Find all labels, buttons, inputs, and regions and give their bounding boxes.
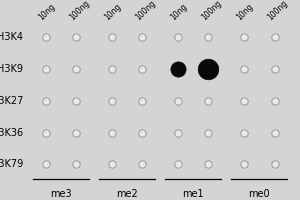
Point: [140, 36, 145, 39]
Point: [242, 68, 247, 71]
Point: [74, 131, 79, 134]
Point: [44, 163, 48, 166]
Point: [74, 99, 79, 103]
Text: me1: me1: [182, 189, 204, 199]
Point: [44, 99, 48, 103]
Text: H3K4: H3K4: [0, 32, 23, 42]
Text: H3K9: H3K9: [0, 64, 23, 74]
Point: [272, 163, 277, 166]
Point: [206, 68, 211, 71]
Point: [140, 68, 145, 71]
Point: [44, 68, 48, 71]
Point: [74, 68, 79, 71]
Text: me0: me0: [248, 189, 270, 199]
Point: [272, 99, 277, 103]
Text: H3K79: H3K79: [0, 159, 23, 169]
Point: [140, 163, 145, 166]
Point: [206, 131, 211, 134]
Text: 10ng: 10ng: [169, 2, 189, 22]
Text: 100ng: 100ng: [68, 0, 91, 22]
Point: [206, 36, 211, 39]
Text: me3: me3: [50, 189, 72, 199]
Text: me2: me2: [116, 189, 138, 199]
Text: 10ng: 10ng: [103, 2, 123, 22]
Text: 100ng: 100ng: [134, 0, 157, 22]
Point: [140, 99, 145, 103]
Point: [44, 131, 48, 134]
Text: 100ng: 100ng: [266, 0, 289, 22]
Point: [242, 36, 247, 39]
Text: 100ng: 100ng: [200, 0, 223, 22]
Point: [74, 36, 79, 39]
Point: [140, 131, 145, 134]
Point: [110, 131, 114, 134]
Text: 10ng: 10ng: [37, 2, 57, 22]
Point: [44, 36, 48, 39]
Point: [242, 131, 247, 134]
Point: [176, 131, 180, 134]
Point: [176, 68, 180, 71]
Point: [74, 163, 79, 166]
Point: [110, 68, 114, 71]
Point: [176, 163, 180, 166]
Point: [272, 131, 277, 134]
Point: [206, 99, 211, 103]
Point: [110, 36, 114, 39]
Text: H3K36: H3K36: [0, 128, 23, 138]
Point: [176, 36, 180, 39]
Point: [272, 36, 277, 39]
Point: [176, 99, 180, 103]
Point: [272, 68, 277, 71]
Point: [110, 163, 114, 166]
Point: [206, 163, 211, 166]
Text: 10ng: 10ng: [235, 2, 255, 22]
Point: [242, 163, 247, 166]
Point: [242, 99, 247, 103]
Text: H3K27: H3K27: [0, 96, 23, 106]
Point: [110, 99, 114, 103]
